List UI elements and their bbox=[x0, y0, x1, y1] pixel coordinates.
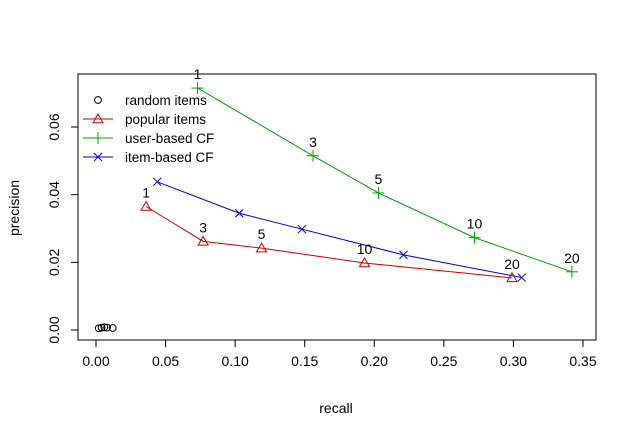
series-popular-items bbox=[140, 200, 518, 283]
data-point bbox=[152, 177, 162, 187]
x-tick-label: 0.15 bbox=[291, 353, 318, 369]
y-axis: 0.00 0.02 0.04 0.06 bbox=[46, 113, 79, 344]
data-point bbox=[358, 257, 371, 268]
data-point bbox=[108, 324, 117, 332]
data-point bbox=[468, 231, 481, 244]
point-label: 20 bbox=[564, 250, 580, 266]
series-line bbox=[197, 87, 573, 273]
point-label-layer: 1 3 5 10 20 1 3 5 10 20 bbox=[142, 66, 580, 272]
point-label: 1 bbox=[194, 66, 202, 82]
data-point bbox=[565, 265, 578, 278]
data-point bbox=[234, 208, 244, 218]
series-layer bbox=[94, 82, 578, 333]
series-item-based-cf bbox=[152, 177, 527, 282]
point-label: 5 bbox=[375, 171, 383, 187]
y-tick-label: 0.04 bbox=[46, 181, 62, 208]
marker-stroke bbox=[93, 152, 103, 162]
data-point bbox=[399, 250, 408, 260]
legend-label: random items bbox=[125, 93, 207, 108]
legend-marker bbox=[92, 112, 104, 124]
x-tick-label: 0.10 bbox=[222, 353, 249, 369]
x-axis-title: recall bbox=[319, 400, 352, 416]
data-point bbox=[506, 271, 518, 283]
data-point bbox=[372, 186, 385, 199]
data-point bbox=[517, 273, 527, 282]
legend-item-random-items: random items bbox=[94, 93, 207, 108]
data-point bbox=[197, 235, 210, 246]
data-point bbox=[140, 200, 152, 211]
data-point bbox=[100, 323, 109, 332]
legend-label: user-based CF bbox=[125, 131, 214, 146]
point-label: 1 bbox=[142, 185, 150, 201]
data-point bbox=[255, 242, 268, 253]
x-axis: 0.00 0.05 0.10 0.15 0.20 0.25 0.30 0.35 bbox=[82, 339, 597, 369]
y-tick-label: 0.02 bbox=[46, 248, 62, 275]
x-tick-label: 0.00 bbox=[82, 353, 109, 369]
marker-stroke bbox=[297, 224, 307, 234]
legend-marker bbox=[93, 152, 103, 162]
legend-marker bbox=[92, 132, 104, 144]
x-tick-label: 0.35 bbox=[569, 353, 596, 369]
legend-marker bbox=[94, 96, 102, 104]
marker-stroke bbox=[517, 273, 527, 282]
series-line bbox=[145, 206, 513, 279]
y-axis-title: precision bbox=[6, 180, 22, 236]
data-point bbox=[103, 323, 112, 332]
marker-stroke bbox=[234, 208, 244, 218]
point-label: 10 bbox=[467, 216, 483, 232]
x-tick-label: 0.25 bbox=[430, 353, 457, 369]
series-random-items bbox=[94, 323, 117, 333]
data-point bbox=[307, 149, 320, 162]
legend-label: popular items bbox=[125, 112, 206, 127]
data-point bbox=[191, 82, 204, 95]
legend-item-item-based-cf: item-based CF bbox=[83, 150, 214, 165]
series-user-based-cf bbox=[191, 82, 578, 278]
data-point bbox=[97, 323, 106, 332]
point-label: 3 bbox=[309, 134, 317, 150]
x-tick-label: 0.30 bbox=[500, 353, 527, 369]
point-label: 20 bbox=[504, 256, 520, 272]
x-tick-label: 0.05 bbox=[152, 353, 179, 369]
data-point bbox=[297, 224, 307, 234]
marker-stroke bbox=[152, 177, 162, 187]
point-label: 3 bbox=[199, 219, 207, 235]
x-tick-label: 0.20 bbox=[361, 353, 388, 369]
legend: random items popular items user-based CF it… bbox=[83, 93, 214, 165]
y-tick-label: 0.06 bbox=[46, 113, 62, 140]
marker-stroke bbox=[399, 250, 408, 260]
legend-label: item-based CF bbox=[125, 150, 214, 165]
point-label: 10 bbox=[357, 241, 373, 257]
point-label: 5 bbox=[258, 226, 266, 242]
legend-item-popular-items: popular items bbox=[83, 112, 206, 127]
legend-item-user-based-cf: user-based CF bbox=[83, 131, 214, 146]
y-tick-label: 0.00 bbox=[46, 316, 62, 343]
